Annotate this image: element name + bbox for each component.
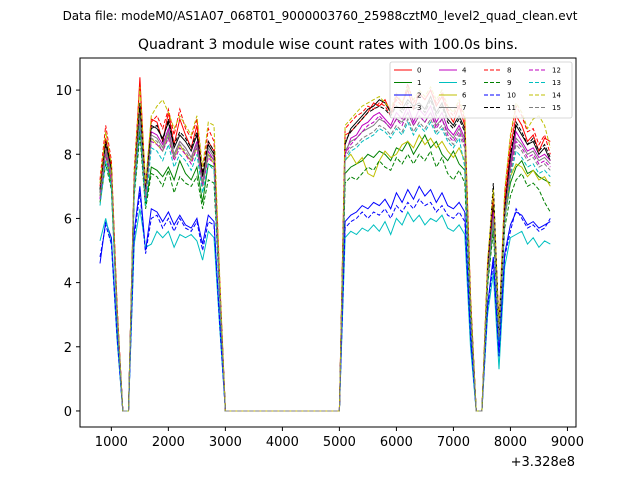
y-tick-label: 6: [64, 212, 72, 227]
x-tick-label: 2000: [152, 435, 185, 450]
chart-suptitle: Data file: modeM0/AS1A07_068T01_90000037…: [63, 9, 578, 23]
legend-label-9: 9: [507, 79, 511, 87]
plot-area: [80, 58, 576, 427]
x-tick-label: 8000: [494, 435, 527, 450]
y-tick-label: 2: [64, 341, 72, 356]
series-line-15: [99, 117, 551, 412]
x-tick-label: 1000: [95, 435, 128, 450]
legend-label-7: 7: [462, 104, 466, 112]
x-tick-label: 9000: [551, 435, 584, 450]
legend-label-13: 13: [552, 79, 561, 87]
legend-label-11: 11: [507, 104, 516, 112]
plot-frame: [79, 57, 577, 428]
series-line-13: [99, 120, 551, 412]
y-tick-label: 0: [64, 405, 72, 420]
x-axis-ticks: 1000 2000 3000 4000 5000 6000 7000 8000 9000: [95, 427, 584, 450]
y-axis-ticks: 0 2 4 6 8 10: [55, 84, 80, 420]
x-tick-label: 4000: [266, 435, 299, 450]
x-tick-label: 7000: [437, 435, 470, 450]
legend-label-3: 3: [417, 104, 421, 112]
y-tick-label: 8: [64, 148, 72, 163]
y-tick-label: 10: [55, 84, 72, 99]
legend-label-1: 1: [417, 79, 421, 87]
legend-label-8: 8: [507, 67, 511, 75]
legend-label-12: 12: [552, 67, 561, 75]
y-tick-label: 4: [64, 277, 72, 292]
legend-label-0: 0: [417, 67, 421, 75]
legend-label-5: 5: [462, 79, 466, 87]
x-tick-label: 3000: [209, 435, 242, 450]
series-layer: [99, 77, 551, 412]
legend-frame: [389, 61, 573, 119]
legend-label-15: 15: [552, 104, 561, 112]
x-axis-offset-label: +3.328e8: [511, 455, 575, 470]
legend-label-6: 6: [462, 92, 467, 100]
x-tick-label: 6000: [380, 435, 413, 450]
x-tick-label: 5000: [323, 435, 356, 450]
legend-label-10: 10: [507, 92, 516, 100]
chart-title: Quadrant 3 module wise count rates with …: [138, 37, 518, 53]
legend-label-14: 14: [552, 92, 561, 100]
legend-label-4: 4: [462, 67, 467, 75]
legend-label-2: 2: [417, 92, 421, 100]
